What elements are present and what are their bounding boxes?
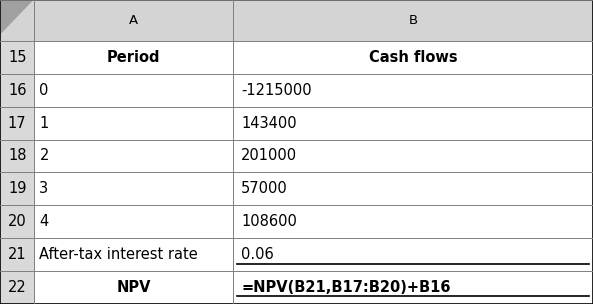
Bar: [34, 41, 233, 74]
Text: 3: 3: [39, 181, 49, 196]
Bar: [34, 271, 233, 304]
Bar: [233, 74, 593, 107]
Text: 1: 1: [39, 116, 49, 131]
Text: 201000: 201000: [241, 148, 297, 164]
Bar: [34, 238, 233, 271]
Bar: [0, 172, 34, 205]
Text: NPV: NPV: [116, 280, 151, 295]
Text: A: A: [129, 14, 138, 27]
Bar: [34, 205, 233, 238]
Text: 21: 21: [8, 247, 27, 262]
Bar: [0, 205, 34, 238]
Bar: [34, 0, 233, 41]
Text: 16: 16: [8, 83, 27, 98]
Bar: [0, 140, 34, 172]
Text: =NPV(B21,B17:B20)+B16: =NPV(B21,B17:B20)+B16: [241, 280, 451, 295]
Bar: [0, 0, 34, 41]
Text: 17: 17: [8, 116, 27, 131]
Text: 0: 0: [39, 83, 49, 98]
Bar: [34, 74, 233, 107]
Bar: [34, 140, 233, 172]
Bar: [233, 172, 593, 205]
Text: Cash flows: Cash flows: [369, 50, 457, 65]
Text: 22: 22: [8, 280, 27, 295]
Text: 15: 15: [8, 50, 27, 65]
Polygon shape: [1, 1, 33, 34]
Bar: [233, 205, 593, 238]
Text: 4: 4: [39, 214, 49, 229]
Bar: [233, 271, 593, 304]
Bar: [233, 107, 593, 140]
Bar: [0, 74, 34, 107]
Bar: [34, 107, 233, 140]
Text: 57000: 57000: [241, 181, 288, 196]
Bar: [34, 172, 233, 205]
Bar: [233, 140, 593, 172]
Bar: [233, 238, 593, 271]
Text: 19: 19: [8, 181, 27, 196]
Bar: [0, 41, 34, 74]
Text: 143400: 143400: [241, 116, 296, 131]
Text: 18: 18: [8, 148, 27, 164]
Text: 0.06: 0.06: [241, 247, 274, 262]
Bar: [0, 107, 34, 140]
Text: 20: 20: [8, 214, 27, 229]
Text: 2: 2: [39, 148, 49, 164]
Text: B: B: [409, 14, 417, 27]
Bar: [233, 41, 593, 74]
Bar: [0, 271, 34, 304]
Bar: [0, 238, 34, 271]
Text: -1215000: -1215000: [241, 83, 312, 98]
Text: After-tax interest rate: After-tax interest rate: [39, 247, 198, 262]
Text: 108600: 108600: [241, 214, 297, 229]
Text: Period: Period: [107, 50, 161, 65]
Bar: [233, 0, 593, 41]
